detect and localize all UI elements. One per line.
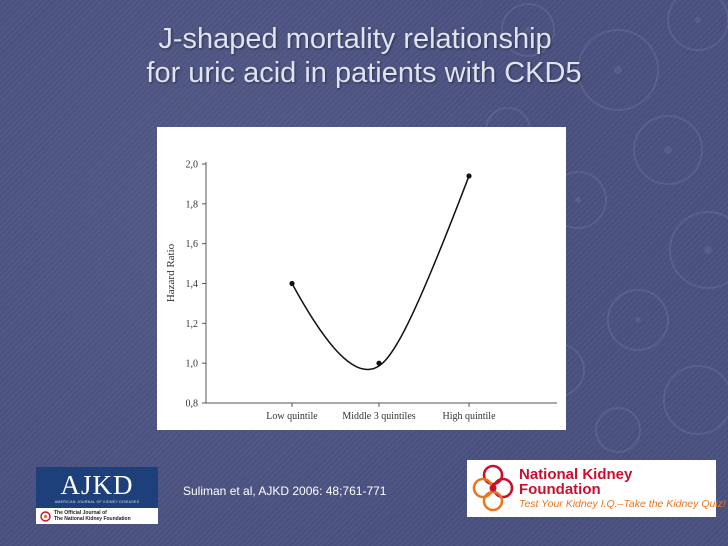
slide-title-line-2: for uric acid in patients with CKD5 (146, 57, 582, 89)
ajkd-footer-line-1: The Official Journal of (54, 510, 107, 516)
nkf-mini-icon (40, 511, 51, 522)
chart-panel: 0,8 1,0 1,2 1,4 1,6 1,8 2,0 Low quintile Middle… (157, 127, 566, 430)
ajkd-footer-line-2: The National Kidney Foundation (54, 516, 131, 522)
hazard-ratio-chart: 0,8 1,0 1,2 1,4 1,6 1,8 2,0 Low quintile Middle… (165, 160, 557, 422)
data-point (376, 360, 382, 366)
y-tick-label: 1,2 (186, 319, 199, 330)
citation: Suliman et al, AJKD 2006: 48;761-771 (183, 484, 387, 498)
chart-axes (205, 162, 557, 404)
ajkd-logo: AJKD AMERICAN JOURNAL OF KIDNEY DISEASES… (36, 467, 158, 524)
ajkd-logo-name: AJKD (60, 470, 134, 500)
x-category-label: Middle 3 quintiles (342, 411, 415, 422)
y-tick-label: 1,6 (186, 239, 199, 250)
hazard-ratio-curve (291, 175, 470, 371)
y-tick-label: 1,8 (186, 199, 199, 210)
slide-title: J-shaped mortality relationship for uric… (0, 22, 728, 90)
data-point (289, 280, 295, 287)
ajkd-logo-subtitle: AMERICAN JOURNAL OF KIDNEY DISEASES (54, 500, 140, 504)
y-axis-ticks: 0,8 1,0 1,2 1,4 1,6 1,8 2,0 (186, 160, 206, 410)
ajkd-logo-footer: The Official Journal of The National Kid… (54, 510, 131, 522)
y-tick-label: 0,8 (186, 399, 199, 410)
slide-title-line-1: J-shaped mortality relationship (158, 23, 552, 55)
nkf-ribbon-icon (472, 464, 514, 512)
nkf-name-line-2: Foundation (519, 481, 601, 498)
nkf-logo: National Kidney Foundation Test Your Kid… (467, 460, 726, 517)
x-category-label: High quintile (442, 411, 496, 422)
y-tick-label: 1,4 (186, 279, 199, 290)
y-axis-label: Hazard Ratio (165, 243, 177, 302)
data-point (466, 173, 472, 179)
hazard-ratio-series (289, 173, 472, 371)
y-tick-label: 2,0 (186, 160, 199, 171)
y-tick-label: 1,0 (186, 359, 199, 370)
x-category-label: Low quintile (266, 411, 318, 422)
nkf-logo-name: National Kidney Foundation (519, 467, 632, 497)
nkf-tagline: Test Your Kidney I.Q.–Take the Kidney Qu… (519, 498, 726, 510)
x-axis-categories: Low quintile Middle 3 quintiles High quint… (266, 403, 496, 422)
ajkd-logo-band: AJKD AMERICAN JOURNAL OF KIDNEY DISEASES (36, 467, 158, 508)
nkf-name-line-1: National Kidney (519, 466, 633, 483)
